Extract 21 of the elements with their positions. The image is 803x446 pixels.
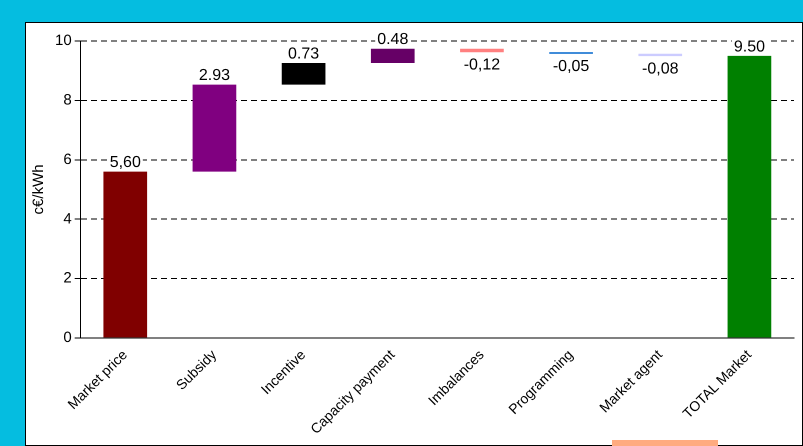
y-tick-label: 4	[63, 210, 72, 228]
y-tick-label: 8	[63, 92, 72, 109]
bar	[282, 62, 326, 85]
data-label: 2.93	[198, 67, 230, 84]
bar	[192, 84, 236, 172]
bar	[728, 56, 772, 338]
data-label: 0.48	[377, 31, 408, 48]
data-label: 5,60	[110, 154, 141, 172]
y-tick-label: 0	[63, 329, 72, 346]
y-tick-label: 10	[54, 32, 72, 50]
y-tick-label: 6	[63, 150, 72, 168]
data-label: 0.73	[288, 45, 320, 62]
bar	[370, 48, 415, 63]
bar	[103, 172, 148, 338]
data-label: 9.50	[734, 38, 766, 56]
bar	[460, 48, 504, 52]
data-label: -0,12	[464, 56, 500, 74]
y-tick-label: 2	[63, 270, 72, 287]
data-label: -0,05	[552, 58, 590, 76]
y-axis-title: c€/kWh	[30, 164, 48, 214]
data-label: -0,08	[642, 60, 679, 78]
